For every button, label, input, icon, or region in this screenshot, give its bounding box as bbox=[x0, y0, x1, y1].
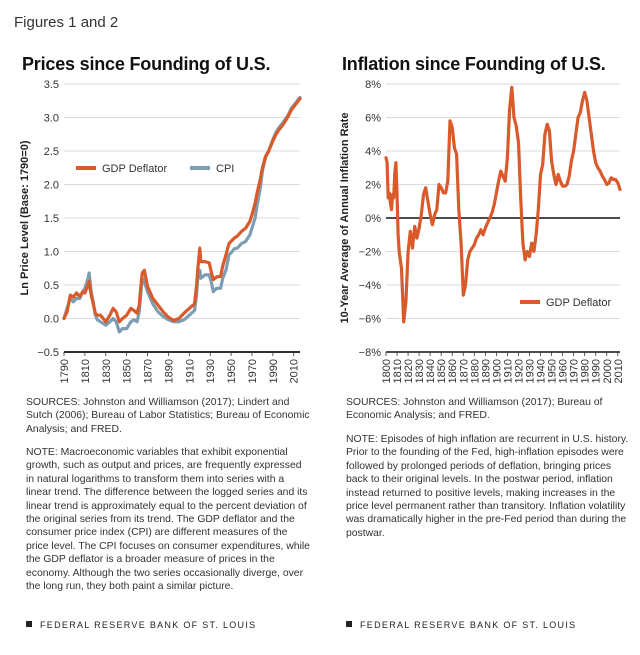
legend-label: GDP Deflator bbox=[546, 297, 612, 309]
x-tick-label: 1890 bbox=[480, 359, 492, 383]
y-tick-label: 0% bbox=[365, 213, 381, 225]
x-tick-label: 1950 bbox=[226, 359, 238, 383]
x-tick-label: 1920 bbox=[513, 359, 525, 383]
x-tick-label: 1820 bbox=[403, 359, 415, 383]
x-tick-label: 1800 bbox=[381, 359, 393, 383]
y-tick-label: −6% bbox=[359, 314, 382, 326]
series-line-gdp-deflator bbox=[384, 85, 622, 324]
y-tick-label: 2.5 bbox=[44, 146, 59, 158]
y-tick-label: 1.0 bbox=[44, 247, 59, 259]
footer-text: FEDERAL RESERVE BANK OF ST. LOUIS bbox=[360, 620, 577, 630]
y-tick-label: 4% bbox=[365, 146, 381, 158]
x-tick-label: 1910 bbox=[184, 359, 196, 383]
x-tick-label: 1860 bbox=[447, 359, 459, 383]
x-tick-label: 1970 bbox=[569, 359, 581, 383]
footer-square-icon bbox=[26, 621, 32, 627]
inflation-chart: −8%−6%−4%−2%0%2%4%6%8%1800 1810 1820 1830 18… bbox=[339, 79, 625, 383]
y-axis-label: Ln Price Level (Base: 1790=0) bbox=[19, 140, 31, 295]
series-line-cpi bbox=[62, 95, 302, 334]
x-tick-label: 2000 bbox=[602, 359, 614, 383]
x-tick-label: 1890 bbox=[163, 359, 175, 383]
inflation-panel: Inflation since Founding of U.S. −8% −6% −… bbox=[334, 50, 630, 650]
x-tick-label: 2010 bbox=[289, 359, 301, 383]
x-tick-label: 1850 bbox=[436, 359, 448, 383]
footer-text: FEDERAL RESERVE BANK OF ST. LOUIS bbox=[40, 620, 257, 630]
x-tick-label: 1830 bbox=[101, 359, 113, 383]
sources-text: SOURCES: Johnston and Williamson (2017);… bbox=[346, 397, 603, 422]
x-tick-label: 1930 bbox=[524, 359, 536, 383]
y-tick-label: −4% bbox=[359, 280, 382, 292]
y-tick-label: 2.0 bbox=[44, 180, 59, 192]
x-tick-label: 1900 bbox=[491, 359, 503, 383]
x-tick-label: 1790 bbox=[59, 359, 71, 383]
x-tick-label: 2010 bbox=[613, 359, 625, 383]
x-tick-label: 1880 bbox=[469, 359, 481, 383]
x-tick-label: 1990 bbox=[268, 359, 280, 383]
x-tick-label: 1910 bbox=[502, 359, 514, 383]
y-tick-label: 0.0 bbox=[44, 314, 59, 326]
y-tick-label: 8% bbox=[365, 79, 381, 91]
y-tick-label: 1.5 bbox=[44, 213, 59, 225]
footer: FEDERAL RESERVE BANK OF ST. LOUIS bbox=[346, 620, 576, 630]
prices-chart: −0.5 0.0 0.5 1.0 1.5 2.0 2.5 3.0 3.5 1790 1810 1830… bbox=[19, 79, 302, 383]
sources-text: SOURCES: Johnston and Williamson (2017);… bbox=[26, 397, 310, 435]
y-tick-label: −2% bbox=[359, 247, 382, 259]
footer: FEDERAL RESERVE BANK OF ST. LOUIS bbox=[26, 620, 256, 630]
y-tick-label: 3.5 bbox=[44, 79, 59, 91]
y-tick-label: 6% bbox=[365, 113, 381, 125]
chart-title: Prices since Founding of U.S. bbox=[22, 54, 271, 74]
y-axis-label: 10-Year Average of Annual Inflation Rate bbox=[339, 113, 351, 324]
x-tick-label: 1940 bbox=[536, 359, 548, 383]
x-tick-label: 1810 bbox=[80, 359, 92, 383]
prices-panel: Prices since Founding of U.S. −0.5 0.0 0.5… bbox=[14, 50, 310, 650]
y-tick-label: 2% bbox=[365, 180, 381, 192]
x-tick-label: 1970 bbox=[247, 359, 259, 383]
chart-title: Inflation since Founding of U.S. bbox=[342, 54, 606, 74]
y-tick-label: −8% bbox=[359, 347, 382, 359]
x-tick-label: 1870 bbox=[143, 359, 155, 383]
x-tick-label: 1870 bbox=[458, 359, 470, 383]
x-tick-label: 1830 bbox=[414, 359, 426, 383]
x-tick-label: 1950 bbox=[547, 359, 559, 383]
note-text: NOTE: Episodes of high inflation are rec… bbox=[346, 434, 629, 539]
x-tick-label: 1840 bbox=[425, 359, 437, 383]
x-tick-label: 1960 bbox=[558, 359, 570, 383]
footer-square-icon bbox=[346, 621, 352, 627]
legend-label: GDP Deflator bbox=[102, 163, 168, 175]
figure-label: Figures 1 and 2 bbox=[14, 14, 119, 31]
note-text: NOTE: Macroeconomic variables that exhib… bbox=[26, 447, 310, 593]
legend-label: CPI bbox=[216, 163, 234, 175]
x-tick-label: 1990 bbox=[591, 359, 603, 383]
y-tick-label: −0.5 bbox=[37, 347, 59, 359]
x-tick-label: 1850 bbox=[122, 359, 134, 383]
y-tick-label: 0.5 bbox=[44, 280, 59, 292]
y-tick-label: 3.0 bbox=[44, 113, 59, 125]
series-line-gdp-deflator bbox=[62, 97, 302, 324]
x-tick-label: 1980 bbox=[580, 359, 592, 383]
x-tick-label: 1810 bbox=[392, 359, 404, 383]
x-tick-label: 1930 bbox=[205, 359, 217, 383]
